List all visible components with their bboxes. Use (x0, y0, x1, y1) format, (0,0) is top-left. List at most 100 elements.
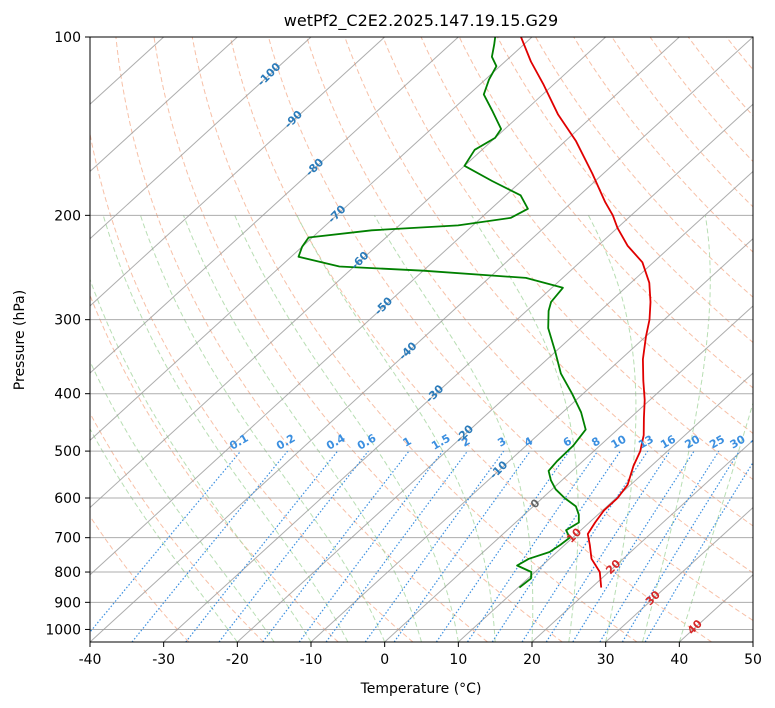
mixing-ratio-label: 0.2 (274, 432, 297, 453)
y-tick-label: 800 (54, 565, 81, 581)
moist-adiabat-line (678, 401, 753, 642)
isotherm-line (90, 37, 238, 173)
moist-adiabat-line (296, 215, 496, 642)
y-tick-label: 500 (54, 444, 81, 460)
y-tick-label: 900 (54, 595, 81, 611)
moist-adiabat-line (102, 215, 349, 642)
x-tick-label: 0 (380, 652, 389, 668)
mixing-ratio-label: 36 (748, 432, 768, 451)
mixing-ratio-label: 13 (636, 433, 656, 452)
mixing-ratio-line (325, 450, 468, 642)
mixing-ratio-label: 0.4 (324, 431, 348, 452)
mixing-ratio-line (218, 450, 369, 642)
moist-adiabat-line (140, 215, 386, 642)
mixing-ratio-line (621, 450, 740, 642)
mixing-ratio-line (599, 450, 720, 642)
moist-adiabat-line (587, 215, 637, 642)
mixing-ratio-line (466, 450, 599, 642)
dry-adiabat-line (90, 131, 414, 642)
dry-adiabat-line (420, 37, 753, 435)
isotherm-line (90, 37, 753, 642)
isotherm-line (457, 372, 753, 642)
mixing-ratio-label: 16 (658, 432, 678, 451)
y-tick-label: 700 (54, 531, 81, 547)
dry-adiabat-line (611, 37, 753, 208)
x-tick-label: 20 (523, 652, 541, 668)
isotherm-line (90, 37, 680, 576)
plot-frame (89, 36, 754, 643)
isotherm-line (384, 305, 753, 642)
dry-adiabat-line (765, 37, 775, 642)
x-tick-label: 30 (597, 652, 615, 668)
x-tick-label: -40 (79, 652, 102, 668)
isotherm-line (531, 439, 753, 642)
dry-adiabat-line (229, 37, 712, 642)
mixing-ratio-label: 8 (589, 435, 602, 450)
mixing-ratio-label: 30 (728, 432, 748, 451)
dry-adiabat-line (153, 37, 563, 642)
mixing-ratio-line (435, 450, 570, 642)
isotherm-line (90, 37, 533, 442)
x-tick-label: -20 (226, 652, 249, 668)
isotherm-line (90, 37, 312, 240)
y-tick-label: 600 (54, 491, 81, 507)
y-tick-label: 100 (54, 30, 81, 46)
dry-adiabat-line (306, 37, 753, 574)
dry-adiabat-line (535, 37, 753, 298)
y-tick-label: 200 (54, 208, 81, 224)
mixing-ratio-line (521, 450, 649, 642)
dry-adiabat-line (687, 37, 753, 117)
mixing-ratio-line (262, 450, 410, 642)
mixing-ratio-line (298, 450, 444, 642)
dry-adiabat-line (496, 37, 753, 344)
mixing-ratio-line (572, 450, 695, 642)
moist-adiabat-line (642, 215, 711, 642)
y-tick-label: 300 (54, 313, 81, 329)
x-tick-label: -30 (152, 652, 175, 668)
moist-adiabat-line (183, 215, 422, 642)
isotherm-line (90, 37, 459, 374)
y-axis-label: Pressure (hPa) (12, 290, 28, 390)
dry-adiabat-line (90, 412, 264, 642)
mixing-ratio-line (90, 450, 242, 633)
mixing-ratio-label: 25 (707, 433, 727, 452)
mixing-ratio-line (364, 450, 505, 642)
isotherm-line (605, 506, 753, 642)
mixing-ratio-label: 1 (401, 435, 414, 450)
y-tick-label: 1000 (45, 622, 81, 638)
isotherm-line (752, 641, 753, 642)
dry-adiabat-line (573, 37, 753, 253)
x-tick-label: -10 (300, 652, 323, 668)
temperature-profile-line (520, 37, 652, 588)
dry-adiabat-line (268, 37, 753, 622)
isotherm-line (236, 170, 753, 642)
y-tick-label: 400 (54, 387, 81, 403)
chart-title: wetPf2_C2E2.2025.147.19.15.G29 (284, 11, 558, 31)
x-tick-label: 10 (449, 652, 467, 668)
dry-adiabat-line (115, 37, 488, 642)
mixing-ratio-line (491, 450, 621, 642)
mixing-ratio-label: 1.5 (429, 432, 452, 453)
series-layer (297, 37, 652, 589)
dewpoint-profile-line (297, 37, 587, 589)
mixing-ratio-line (131, 450, 289, 642)
x-tick-label: 50 (744, 652, 762, 668)
mixing-ratio-line (644, 461, 753, 642)
y-axis: 100 200 300 400 500 600 700 800 900 1000 (45, 30, 90, 638)
isotherm-line (90, 37, 607, 509)
x-axis: -40 -30 -20 -10 0 10 20 30 40 50 (79, 642, 762, 668)
mixing-ratio-line (393, 450, 531, 642)
dry-adiabat-line (191, 37, 638, 642)
moist-adiabat-line (90, 278, 312, 642)
dry-adiabat-line (90, 515, 190, 642)
grid-layer (90, 37, 775, 642)
mixing-ratio-line (185, 450, 339, 642)
x-tick-label: 40 (670, 652, 688, 668)
isotherm-line (163, 103, 753, 642)
isotherm-line (310, 237, 753, 642)
dry-adiabat-line (649, 37, 753, 163)
isotherm-line (90, 37, 386, 307)
mixing-ratio-line (545, 450, 671, 642)
dry-adiabat-line (726, 37, 753, 71)
